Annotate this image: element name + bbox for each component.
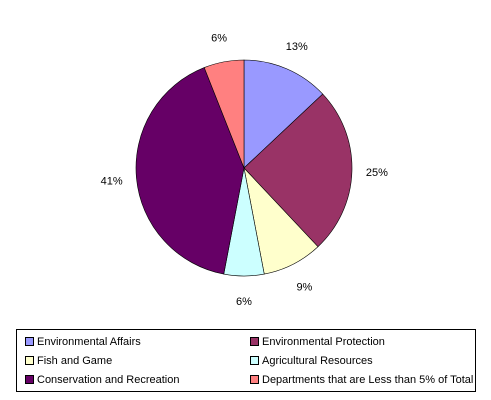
pie-slice (203, 59, 245, 169)
slice-label: 13% (286, 41, 308, 53)
legend-swatch (25, 336, 34, 346)
pie-slice (243, 93, 353, 248)
pie-slice (135, 67, 245, 275)
slice-label: 41% (101, 176, 123, 188)
legend-label: Conservation and Recreation (37, 374, 180, 386)
legend-swatch (25, 355, 34, 365)
legend-item: Departments that are Less than 5% of Tot… (250, 373, 473, 387)
slice-label: 25% (366, 167, 388, 179)
legend-item: Agricultural Resources (250, 354, 373, 368)
legend-label: Environmental Affairs (37, 336, 141, 348)
legend-label: Departments that are Less than 5% of Tot… (262, 374, 474, 386)
legend-label: Environmental Protection (262, 336, 385, 348)
legend-swatch (250, 355, 259, 365)
legend-item: Environmental Affairs (25, 335, 141, 349)
legend-item: Conservation and Recreation (25, 373, 179, 387)
legend-label: Agricultural Resources (262, 355, 373, 367)
pie-slices (135, 59, 353, 277)
pie-labels: 13% 25% 9% 6% 41% 6% (101, 32, 389, 308)
legend-swatch (250, 374, 259, 384)
legend-label: Fish and Game (37, 355, 113, 367)
slice-label: 9% (296, 282, 312, 294)
legend: Environmental Affairs Environmental Prot… (16, 329, 476, 392)
legend-swatch (25, 374, 34, 384)
legend-item: Environmental Protection (250, 335, 385, 349)
pie-slice (243, 59, 324, 169)
slice-label: 6% (236, 296, 252, 308)
pie-chart: 13% 25% 9% 6% 41% 6% (101, 32, 389, 308)
slice-label: 6% (211, 32, 227, 44)
legend-item: Fish and Game (25, 354, 112, 368)
legend-swatch (250, 336, 259, 346)
